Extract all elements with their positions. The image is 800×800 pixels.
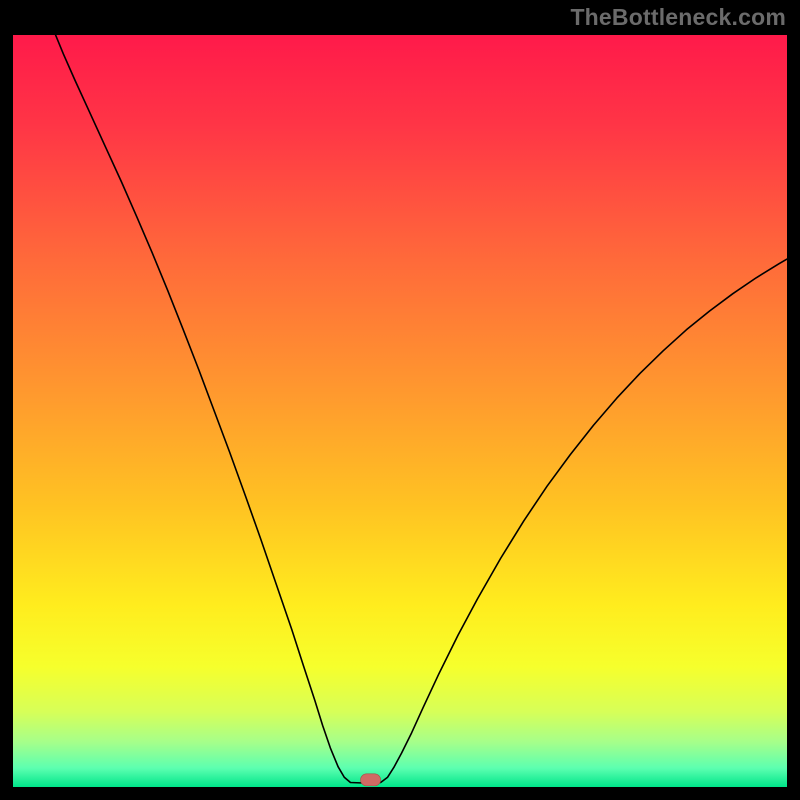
- chart-svg: [13, 35, 787, 787]
- plot-area: [13, 35, 787, 787]
- chart-background: [13, 35, 787, 787]
- canvas: TheBottleneck.com: [0, 0, 800, 800]
- current-point-marker: [361, 774, 381, 786]
- watermark-text: TheBottleneck.com: [570, 4, 786, 31]
